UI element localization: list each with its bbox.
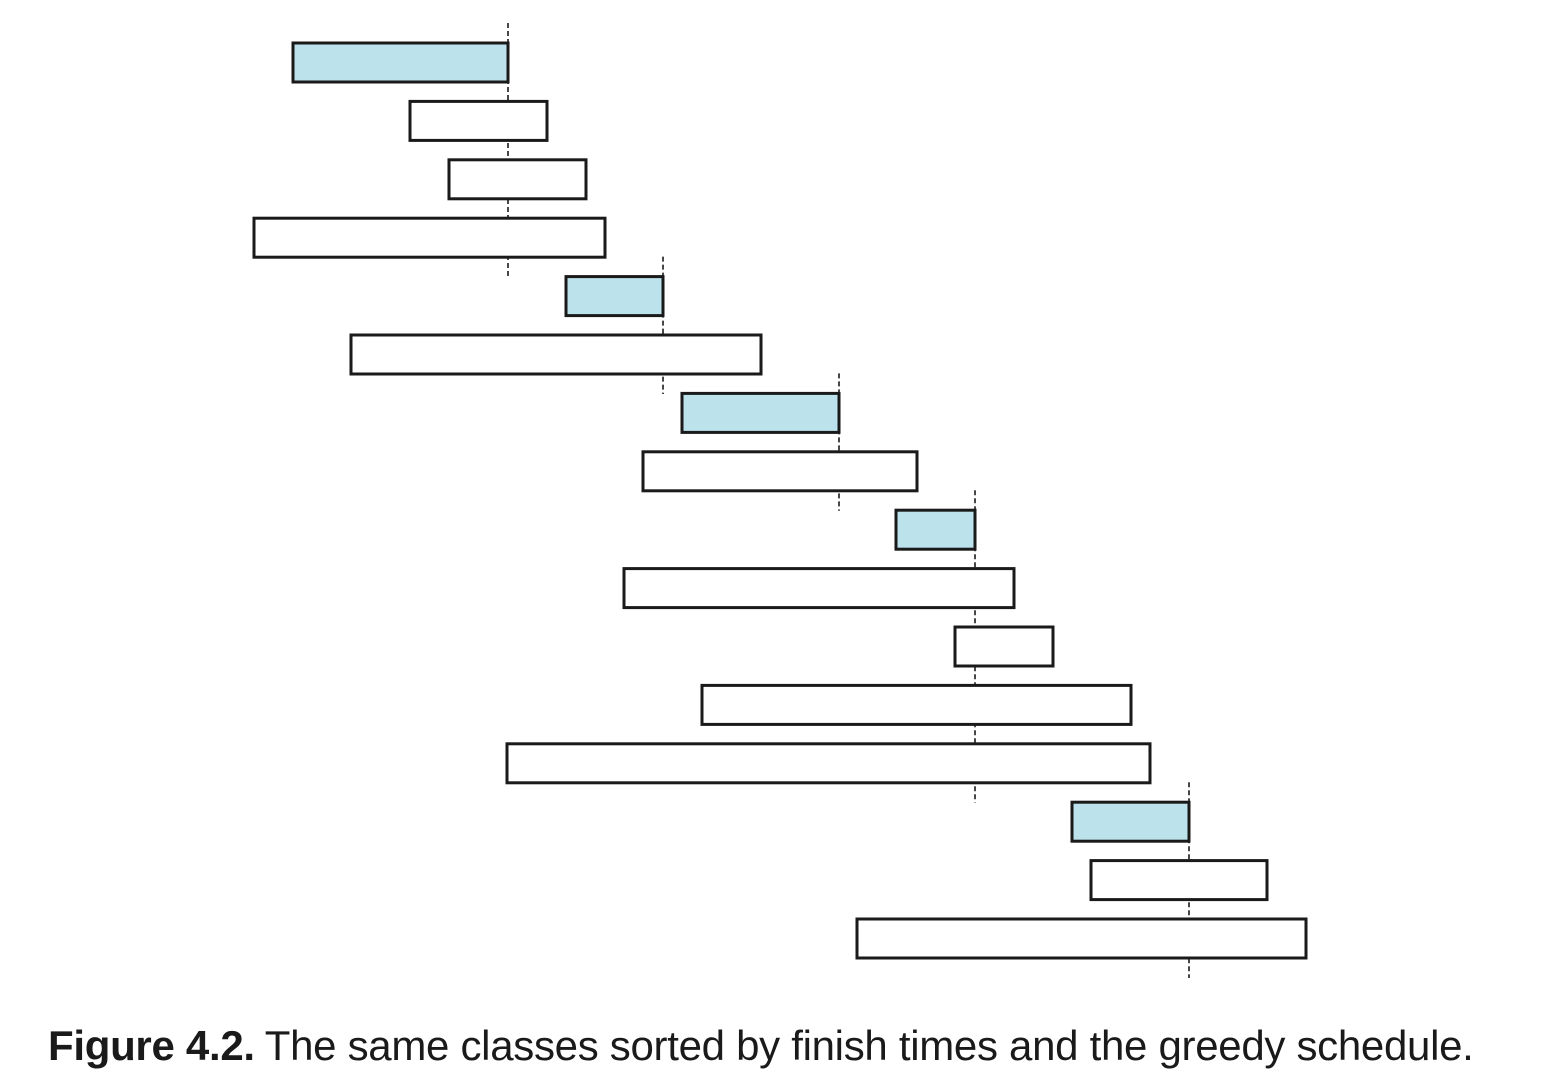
class-interval — [349, 333, 763, 376]
class-interval — [700, 683, 1133, 726]
selected-class-interval — [894, 508, 977, 551]
class-intervals — [252, 41, 1308, 960]
class-interval — [252, 216, 607, 259]
figure-caption: Figure 4.2. The same classes sorted by fi… — [48, 1018, 1474, 1074]
class-interval — [641, 450, 919, 493]
class-interval — [622, 567, 1016, 610]
class-interval — [408, 99, 549, 142]
class-interval — [505, 742, 1152, 785]
selected-class-interval — [680, 391, 841, 434]
caption-label: Figure 4.2. — [48, 1022, 255, 1069]
interval-schedule-diagram — [252, 23, 1308, 978]
class-interval — [953, 625, 1055, 668]
selected-class-interval — [1070, 800, 1191, 843]
class-interval — [447, 158, 588, 201]
selected-class-interval — [291, 41, 510, 84]
class-interval — [855, 917, 1308, 960]
selected-class-interval — [564, 275, 665, 318]
class-interval — [1089, 859, 1269, 902]
caption-text: The same classes sorted by finish times … — [264, 1022, 1474, 1069]
